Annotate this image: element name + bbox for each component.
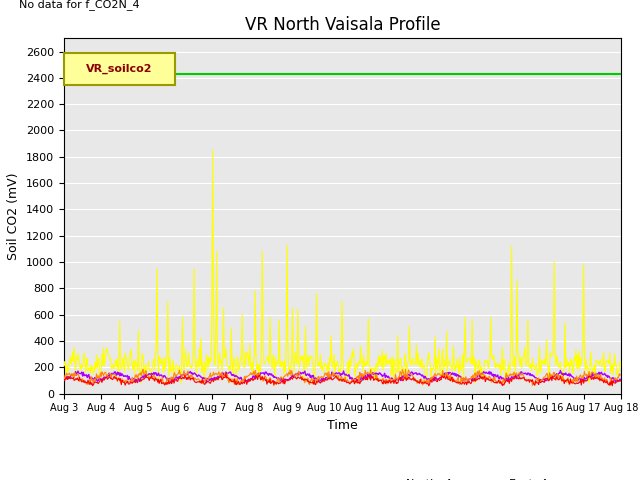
Title: VR North Vaisala Profile: VR North Vaisala Profile <box>244 16 440 34</box>
Legend: CO2N_1, CO2N_2, CO2N_3, North -4cm, East -4cm: CO2N_1, CO2N_2, CO2N_3, North -4cm, East… <box>116 475 569 480</box>
Text: No data for f_CO2N_4: No data for f_CO2N_4 <box>19 0 140 10</box>
Y-axis label: Soil CO2 (mV): Soil CO2 (mV) <box>8 172 20 260</box>
Text: VR_soilco2: VR_soilco2 <box>86 63 153 74</box>
X-axis label: Time: Time <box>327 419 358 432</box>
FancyBboxPatch shape <box>64 53 175 84</box>
